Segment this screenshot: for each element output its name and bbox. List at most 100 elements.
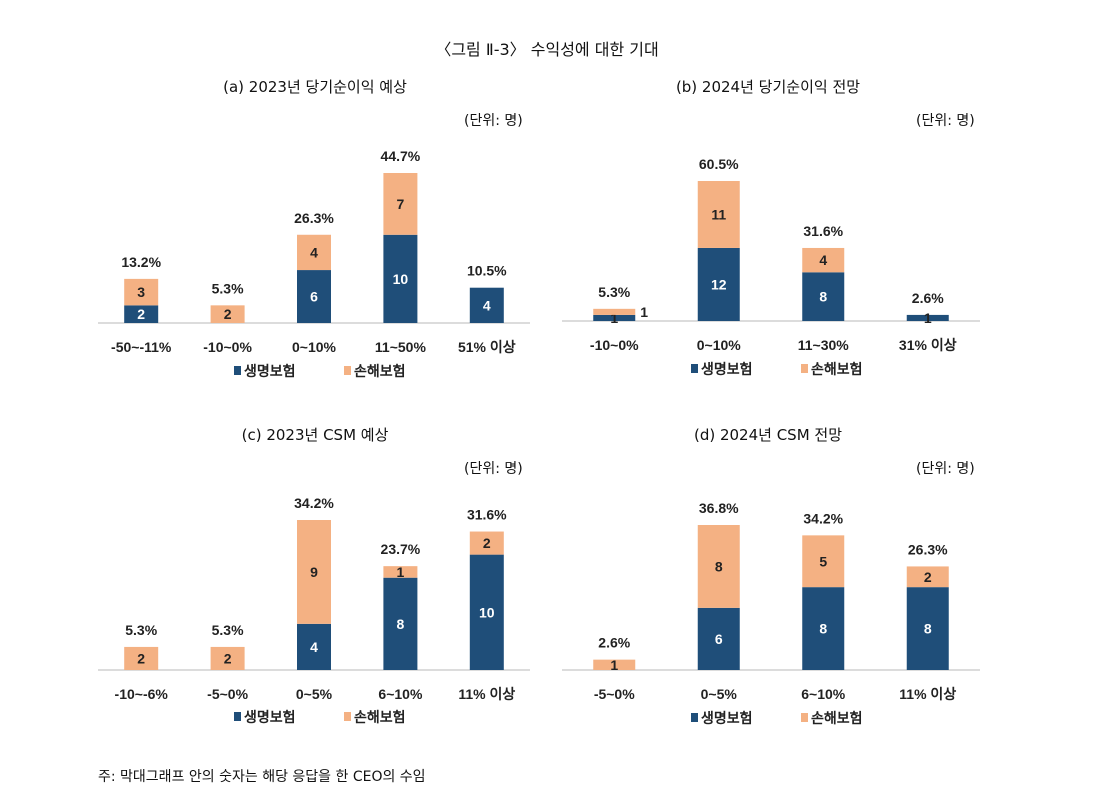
bar-segment-life	[383, 577, 418, 670]
bar-segment-nonlife	[802, 247, 845, 273]
bar-segment-nonlife	[383, 566, 418, 578]
legend-swatch-nonlife	[344, 366, 351, 375]
figure-title: 〈그림 Ⅱ-3〉 수익성에 대한 기대	[435, 40, 659, 59]
bar-segment-life	[697, 607, 740, 670]
bar-value-label: 4	[483, 297, 491, 313]
bar-value-label: 1	[610, 310, 618, 326]
bar-segment-life	[469, 287, 504, 323]
bar-segment-nonlife	[906, 566, 949, 588]
legend-label: 손해보험	[811, 710, 863, 726]
legend-label: 생명보험	[701, 710, 753, 726]
total-percent-label: 36.8%	[699, 500, 739, 516]
legend-label: 생명보험	[701, 361, 753, 377]
legend-swatch-life	[691, 713, 698, 722]
chart-a-unit: (단위: 명)	[464, 113, 523, 129]
chart-d-unit: (단위: 명)	[916, 461, 975, 477]
category-tick-label: 51% 이상	[458, 339, 516, 355]
legend-swatch-nonlife	[801, 713, 808, 722]
bar-segment-nonlife	[210, 305, 245, 323]
bar-value-label: 8	[819, 621, 827, 637]
bar-value-label: 2	[483, 535, 491, 551]
bar-segment-nonlife	[297, 520, 331, 624]
category-tick-label: 0~5%	[296, 686, 333, 702]
bar-value-label: 11	[711, 206, 726, 222]
bar-segment-nonlife	[593, 659, 636, 670]
footnote: 주: 막대그래프 안의 숫자는 해당 응답을 한 CEO의 수임	[98, 769, 426, 785]
bar-segment-life	[697, 247, 740, 321]
bar-value-label: 6	[715, 631, 723, 647]
bar-segment-nonlife	[383, 173, 418, 235]
category-tick-label: 11% 이상	[899, 686, 956, 702]
legend-swatch-nonlife	[344, 712, 351, 721]
bar-segment-life	[906, 587, 949, 670]
bar-segment-nonlife	[469, 531, 504, 555]
bar-segment-nonlife	[297, 234, 331, 271]
legend-label: 손해보험	[811, 361, 863, 377]
chart-b-unit: (단위: 명)	[916, 113, 975, 129]
bar-segment-nonlife	[124, 278, 159, 306]
bar-value-label: 8	[715, 558, 723, 574]
bar-segment-nonlife	[697, 181, 740, 248]
total-percent-label: 44.7%	[381, 148, 421, 164]
legend-swatch-life	[691, 364, 698, 373]
bar-segment-nonlife	[802, 535, 845, 588]
category-tick-label: 0~5%	[701, 686, 738, 702]
bar-segment-life	[593, 314, 636, 321]
total-percent-label: 34.2%	[803, 510, 843, 526]
bar-segment-life	[383, 234, 418, 323]
total-percent-label: 26.3%	[294, 210, 334, 226]
total-percent-label: 5.3%	[125, 622, 157, 638]
category-tick-label: 31% 이상	[899, 337, 957, 353]
bar-segment-life	[906, 314, 949, 321]
bar-segment-nonlife	[124, 646, 159, 670]
bar-segment-life	[469, 554, 504, 670]
category-tick-label: -10~0%	[590, 337, 639, 353]
total-percent-label: 23.7%	[381, 541, 421, 557]
total-percent-label: 10.5%	[467, 263, 507, 279]
total-percent-label: 5.3%	[212, 280, 244, 296]
bar-segment-life	[124, 305, 159, 323]
chart-b-title: (b) 2024년 당기순이익 전망	[675, 78, 861, 96]
legend-swatch-life	[234, 712, 241, 721]
category-tick-label: 0~10%	[697, 337, 742, 353]
bar-segment-life	[297, 270, 331, 323]
bar-segment-life	[802, 587, 845, 670]
bar-value-label: 8	[397, 616, 405, 632]
category-tick-label: -5~0%	[207, 686, 248, 702]
category-tick-label: 11~30%	[798, 337, 850, 353]
bar-segment-nonlife	[593, 308, 636, 315]
bar-value-label: 1	[640, 304, 648, 320]
category-tick-label: 6~10%	[378, 686, 423, 702]
legend-swatch-life	[234, 366, 241, 375]
category-tick-label: -5~0%	[594, 686, 635, 702]
bar-value-label: 2	[924, 569, 932, 585]
bar-value-label: 6	[310, 289, 318, 305]
bar-value-label: 10	[479, 604, 495, 620]
bar-value-label: 2	[137, 306, 145, 322]
category-tick-label: -50~-11%	[111, 339, 172, 355]
bar-segment-nonlife	[697, 525, 740, 608]
total-percent-label: 26.3%	[908, 541, 948, 557]
total-percent-label: 34.2%	[294, 495, 334, 511]
bar-value-label: 1	[610, 657, 618, 673]
legend-swatch-nonlife	[801, 364, 808, 373]
bar-value-label: 8	[819, 289, 827, 305]
bar-value-label: 5	[819, 553, 827, 569]
total-percent-label: 2.6%	[912, 290, 944, 306]
chart-c-unit: (단위: 명)	[464, 461, 523, 477]
legend-label: 생명보험	[244, 363, 296, 379]
bar-segment-life	[297, 623, 331, 670]
category-tick-label: -10~-6%	[115, 686, 169, 702]
bar-value-label: 1	[924, 310, 932, 326]
total-percent-label: 31.6%	[467, 507, 507, 523]
chart-c-title: (c) 2023년 CSM 예상	[241, 426, 389, 444]
legend-label: 생명보험	[244, 709, 296, 725]
bar-value-label: 4	[310, 639, 318, 655]
bar-value-label: 4	[310, 244, 318, 260]
bar-value-label: 8	[924, 621, 932, 637]
category-tick-label: 6~10%	[801, 686, 846, 702]
category-tick-label: -10~0%	[203, 339, 252, 355]
bar-value-label: 3	[137, 284, 145, 300]
